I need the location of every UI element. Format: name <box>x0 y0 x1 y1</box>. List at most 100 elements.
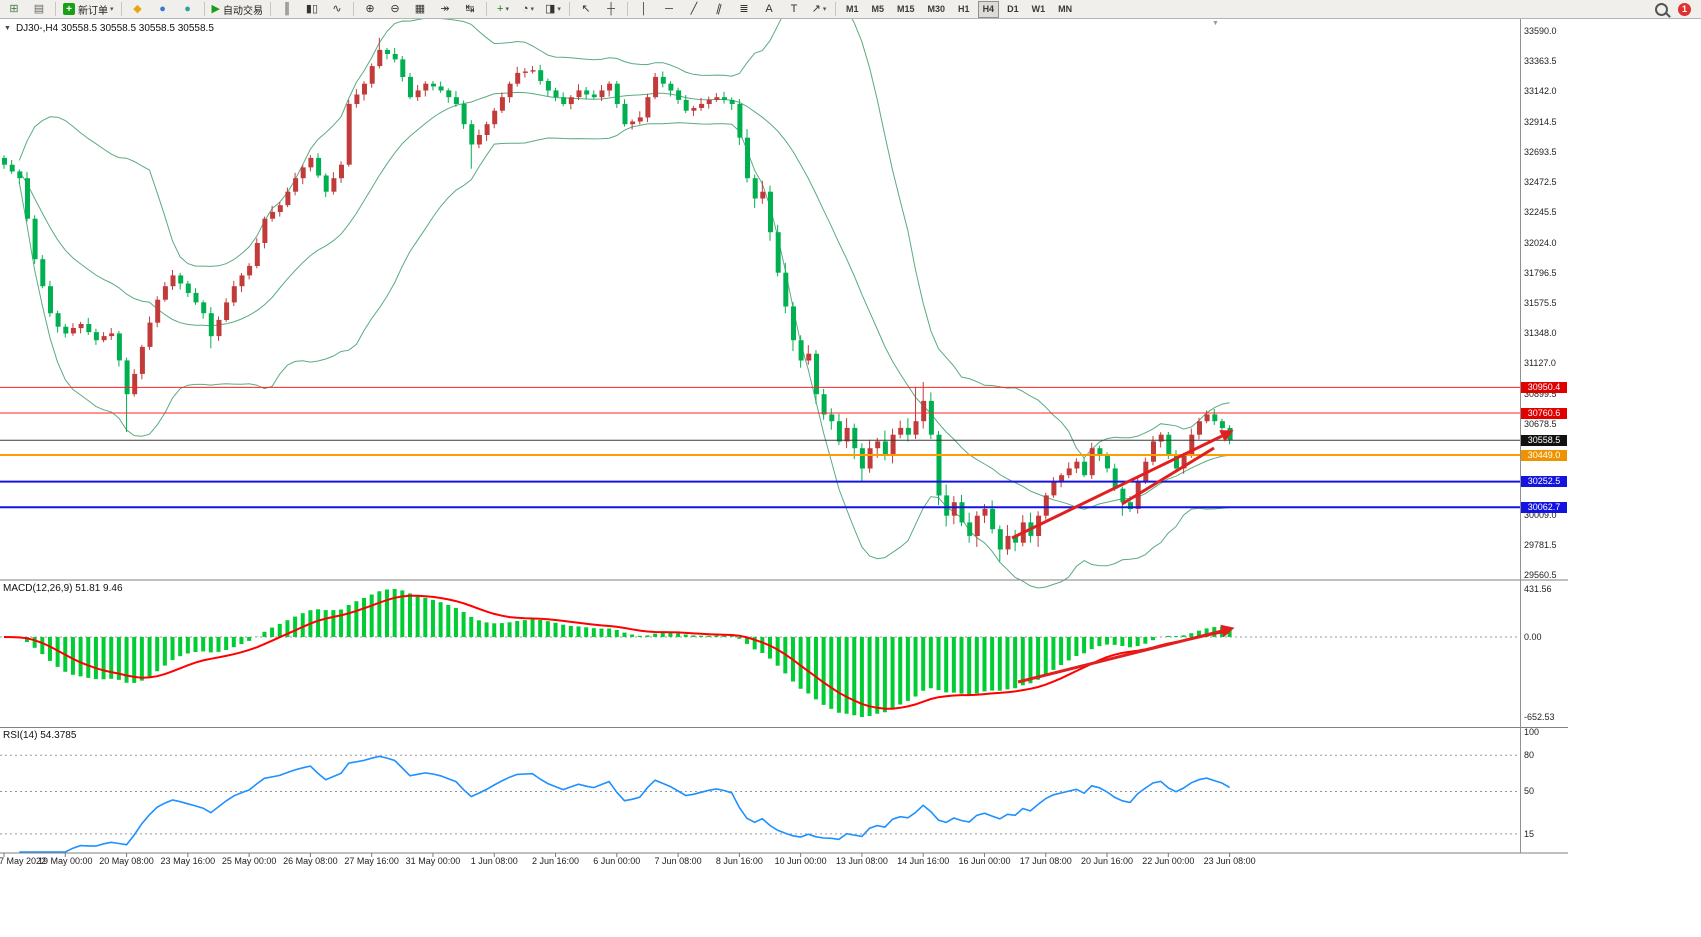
search-icon[interactable] <box>1655 2 1668 16</box>
price-axis-tick: 31348.0 <box>1524 328 1557 339</box>
chart-shift-marker[interactable]: ▼ <box>1212 20 1219 27</box>
time-axis-label: 19 May 00:00 <box>37 856 93 866</box>
profiles-icon[interactable]: ▤ <box>27 0 51 19</box>
tile-windows-icon-glyph: ▦ <box>414 2 426 15</box>
timeframe-h4[interactable]: H4 <box>977 0 1000 18</box>
cursor-icon-glyph: ↖ <box>581 2 591 15</box>
chart-ohlc-readout: DJ30-,H4 30558.5 30558.5 30558.5 30558.5 <box>15 23 214 34</box>
time-axis-label: 7 Jun 08:00 <box>654 856 702 866</box>
chart-ohlc-line: ▼ DJ30-,H4 30558.5 30558.5 30558.5 30558… <box>4 23 214 34</box>
price-level-label: 30449.0 <box>1521 449 1567 461</box>
toolbar-buttons: ⊞ ▤ + 新订单 ▾ ◆ ● ● ▶ 自动交易 ║ ▮▯ ∿ ⊕ ⊖ ▦ ↠ ↹ + ▾ ◔ ▾ ◨ ▾ ↖ ┼ │ ─ ╱ ∥ ≣ A T ↗… <box>2 0 1078 19</box>
autoscroll-icon[interactable]: ↠ <box>433 0 457 19</box>
arrows-icon-glyph: ↗ <box>811 2 821 15</box>
price-axis-tick: 32693.5 <box>1524 146 1557 157</box>
chevron-down-icon: ▾ <box>505 6 509 13</box>
price-axis-tick: 33363.5 <box>1524 56 1557 67</box>
time-axis-label: 8 Jun 16:00 <box>715 856 763 866</box>
chevron-down-icon: ▾ <box>557 6 561 13</box>
text-icon-glyph: A <box>765 2 773 15</box>
cursor-icon[interactable]: ↖ <box>574 0 598 19</box>
price-axis-tick: 31127.0 <box>1524 358 1556 369</box>
arrows-icon[interactable]: ↗ ▾ <box>807 0 831 19</box>
chart-shift-icon[interactable]: ↹ <box>458 0 482 19</box>
time-axis-label: 26 May 08:00 <box>283 856 338 866</box>
timeframe-m15[interactable]: M15 <box>897 4 915 14</box>
zoom-in-icon[interactable]: ⊕ <box>358 0 382 19</box>
text-icon[interactable]: A <box>757 0 781 19</box>
candlestick-icon[interactable]: ▮▯ <box>300 0 324 19</box>
autotrading-button[interactable]: ▶ 自动交易 <box>209 0 266 19</box>
templates-icon[interactable]: ◨ ▾ <box>541 0 565 19</box>
toolbar-separator <box>568 2 570 16</box>
toolbar-separator <box>485 2 487 16</box>
zoom-out-icon[interactable]: ⊖ <box>383 0 407 19</box>
price-level-label: 30252.5 <box>1521 476 1567 488</box>
timeframe-w1[interactable]: W1 <box>1031 4 1046 14</box>
crosshair-icon[interactable]: ┼ <box>599 0 623 19</box>
rsi-axis-tick: 15 <box>1524 829 1535 839</box>
tile-windows-icon[interactable]: ▦ <box>408 0 432 19</box>
price-level-label: 30558.5 <box>1521 434 1567 446</box>
line-chart-icon[interactable]: ∿ <box>325 0 349 19</box>
time-axis-label: 17 Jun 08:00 <box>1019 856 1072 866</box>
new-order-button[interactable]: + 新订单 ▾ <box>60 0 117 19</box>
fibonacci-icon[interactable]: ≣ <box>732 0 756 19</box>
timeframe-d1[interactable]: D1 <box>1007 4 1019 14</box>
price-level-label: 30760.6 <box>1521 407 1567 419</box>
label-icon[interactable]: T <box>782 0 806 19</box>
time-axis-label: 20 May 08:00 <box>99 856 154 866</box>
indicators-icon-glyph: + <box>497 2 504 15</box>
toolbar: ⊞ ▤ + 新订单 ▾ ◆ ● ● ▶ 自动交易 ║ ▮▯ ∿ ⊕ ⊖ ▦ ↠ ↹ + ▾ ◔ ▾ ◨ ▾ ↖ ┼ │ ─ ╱ ∥ ≣ A T ↗… <box>0 0 1701 19</box>
line-chart-icon-glyph: ∿ <box>332 2 342 15</box>
crosshair-icon-glyph: ┼ <box>607 2 615 15</box>
news-icon[interactable]: ● <box>151 0 175 19</box>
rsi-label: RSI(14) 54.3785 <box>3 730 77 741</box>
new-chart-icon[interactable]: ⊞ <box>2 0 26 19</box>
macd-axis-tick: 431.56 <box>1524 584 1552 594</box>
time-axis-label: 27 May 16:00 <box>344 856 399 866</box>
candlestick-icon-glyph: ▮▯ <box>305 2 319 15</box>
time-axis-label: 16 Jun 00:00 <box>958 856 1011 866</box>
bar-chart-icon[interactable]: ║ <box>275 0 299 19</box>
channel-icon[interactable]: ∥ <box>707 0 731 19</box>
price-axis-tick: 32024.0 <box>1524 237 1557 248</box>
new-order-glyph: + <box>63 3 75 15</box>
time-axis-label: 1 Jun 08:00 <box>470 856 518 866</box>
periods-icon-glyph: ◔ <box>521 2 529 15</box>
notification-badge[interactable]: 1 <box>1678 2 1691 16</box>
timeframe-m1[interactable]: M1 <box>845 4 859 14</box>
time-axis-label: 14 Jun 16:00 <box>897 856 950 866</box>
time-axis-label: 31 May 00:00 <box>405 856 461 866</box>
toolbar-separator <box>352 2 354 16</box>
timeframe-m5[interactable]: M5 <box>871 4 885 14</box>
time-axis-label: 23 Jun 08:00 <box>1203 856 1256 866</box>
toolbar-right: 1 <box>1655 2 1699 16</box>
metaeditor-icon[interactable]: ◆ <box>126 0 150 19</box>
channel-icon-glyph: ∥ <box>714 2 724 16</box>
new-chart-icon-glyph: ⊞ <box>9 2 19 15</box>
price-axis-tick: 30899.5 <box>1524 388 1557 399</box>
toolbar-separator <box>834 2 836 16</box>
trendline-icon[interactable]: ╱ <box>682 0 706 19</box>
indicators-icon[interactable]: + ▾ <box>491 0 515 19</box>
time-axis-label: 6 Jun 00:00 <box>593 856 641 866</box>
price-level-label: 30062.7 <box>1521 501 1567 513</box>
timeframe-mn[interactable]: MN <box>1058 4 1073 14</box>
price-axis-tick: 31575.5 <box>1524 298 1557 308</box>
price-axis-tick: 32472.5 <box>1524 177 1557 188</box>
price-axis-tick: 33142.0 <box>1524 86 1557 97</box>
price-axis-tick: 32245.5 <box>1524 207 1557 218</box>
fibonacci-icon-glyph: ≣ <box>739 2 749 15</box>
community-icon[interactable]: ● <box>176 0 200 19</box>
time-axis-label: 20 Jun 16:00 <box>1081 856 1134 866</box>
timeframe-h1[interactable]: H1 <box>958 4 970 14</box>
horizontal-line-icon-glyph: ─ <box>665 2 673 15</box>
periods-icon[interactable]: ◔ ▾ <box>516 0 540 19</box>
symbol-collapse-icon[interactable]: ▼ <box>4 25 11 32</box>
horizontal-line-icon[interactable]: ─ <box>657 0 681 19</box>
timeframe-m30[interactable]: M30 <box>927 4 946 14</box>
price-axis-tick: 30009.0 <box>1524 509 1557 520</box>
vertical-line-icon[interactable]: │ <box>632 0 656 19</box>
